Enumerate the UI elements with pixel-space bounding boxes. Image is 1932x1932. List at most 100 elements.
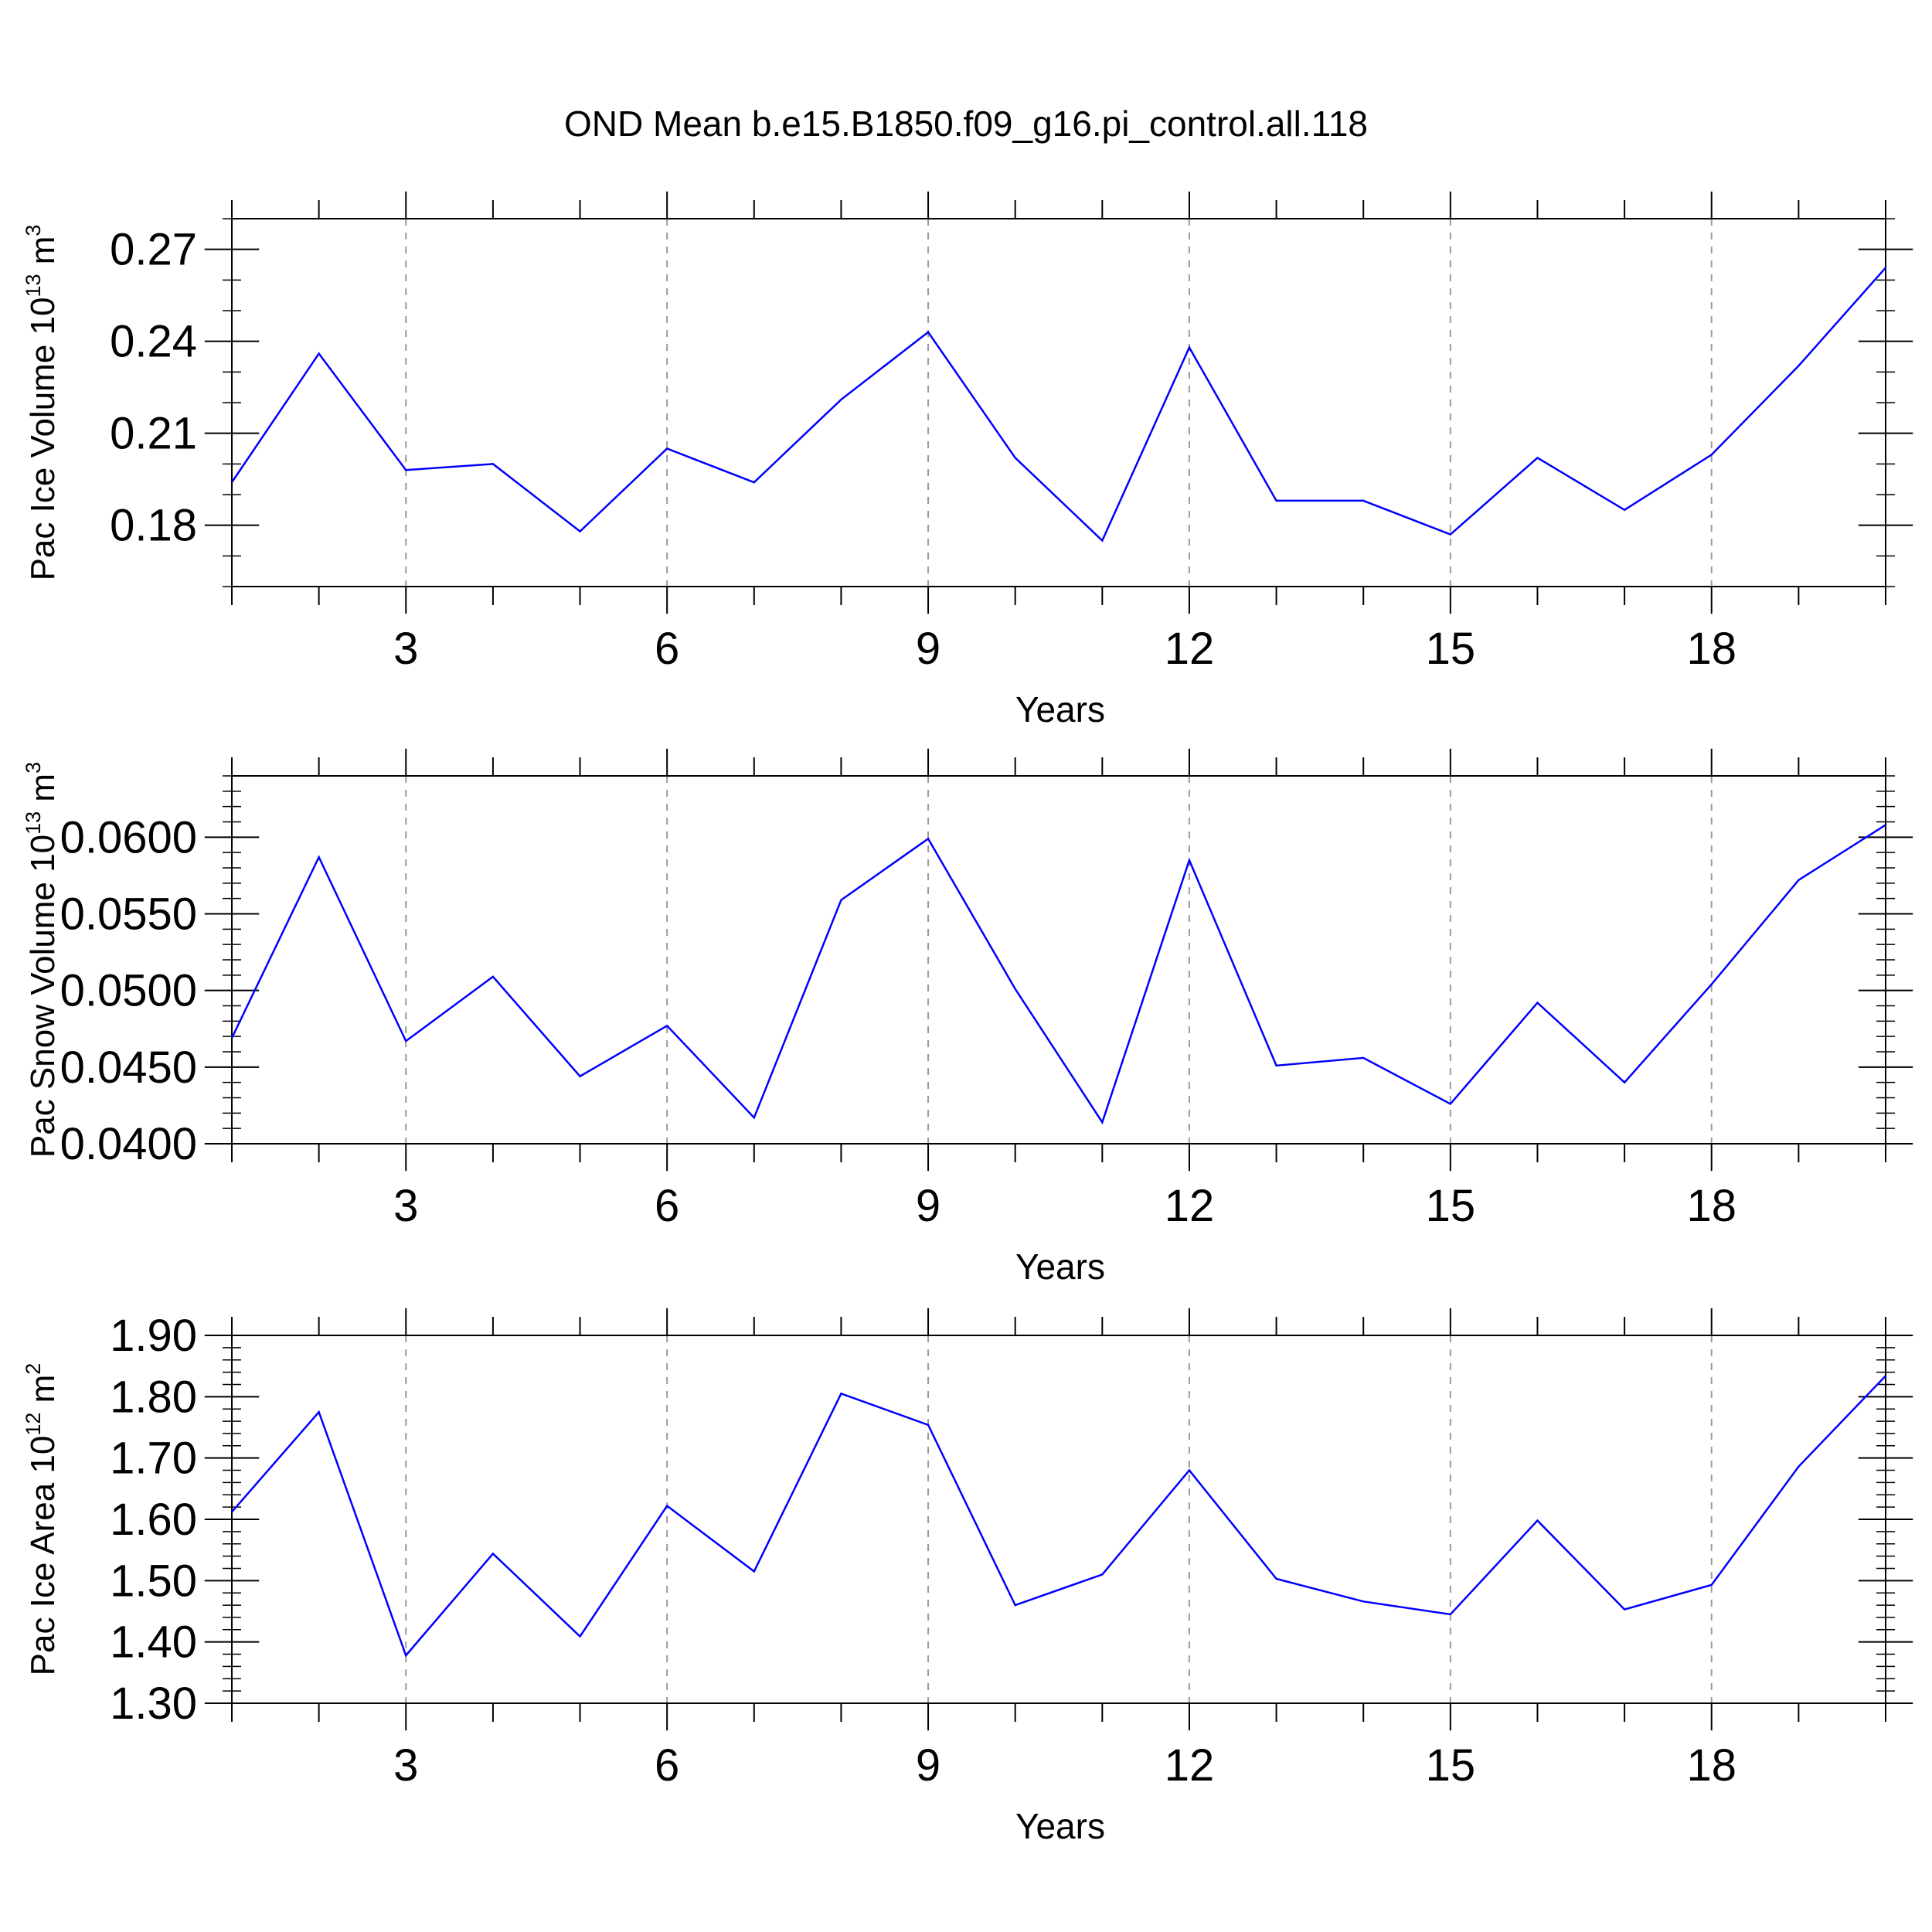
data-point (1448, 1101, 1453, 1106)
data-point (838, 1391, 843, 1396)
data-point (1274, 1063, 1279, 1068)
data-point (491, 461, 495, 466)
y-tick-label: 1.90 (110, 1311, 197, 1361)
y-tick-label: 0.0500 (60, 966, 197, 1016)
x-axis-label: Years (1015, 689, 1105, 730)
y-tick-label: 0.0450 (60, 1043, 197, 1093)
y-tick-label: 1.80 (110, 1372, 197, 1422)
data-point (578, 529, 583, 534)
x-tick-label: 9 (916, 624, 940, 674)
data-point (752, 1115, 757, 1120)
data-point (1448, 1612, 1453, 1617)
x-tick-label: 9 (916, 1181, 940, 1231)
data-point (838, 397, 843, 402)
x-tick-label: 3 (393, 624, 418, 674)
data-point (665, 1504, 669, 1509)
x-tick-label: 18 (1686, 624, 1736, 674)
data-point (926, 330, 930, 335)
x-tick-label: 18 (1686, 1740, 1736, 1791)
data-point (491, 975, 495, 979)
data-point (665, 447, 669, 451)
y-tick-label: 0.0550 (60, 889, 197, 940)
y-tick-label: 0.24 (110, 317, 197, 367)
data-point (1013, 1603, 1018, 1607)
x-axis-label: Years (1015, 1247, 1105, 1287)
data-point (1535, 1519, 1539, 1523)
data-point (403, 468, 408, 472)
data-point (403, 1653, 408, 1658)
figure-title: OND Mean b.e15.B1850.f09_g16.pi_control.… (564, 104, 1368, 144)
data-point (1883, 822, 1888, 827)
data-point (1709, 982, 1714, 987)
data-point (838, 898, 843, 903)
y-tick-label: 0.0400 (60, 1119, 197, 1169)
y-tick-label: 0.27 (110, 225, 197, 275)
chart-panel-3: 1.30 1.40 1.50 1.60 1.70 1.80 1.90 3 6 9 12 15 18 Yea… (22, 1308, 1913, 1846)
y-tick-label: 0.0600 (60, 812, 197, 862)
data-point (1187, 345, 1192, 350)
data-point (1622, 508, 1627, 512)
y-tick-label: 1.70 (110, 1434, 197, 1484)
data-point (1100, 1120, 1104, 1124)
data-point (1100, 1572, 1104, 1577)
x-tick-label: 12 (1165, 1740, 1215, 1791)
data-point (1361, 1056, 1366, 1060)
panels: 0.18 0.21 0.24 0.27 3 6 9 12 15 18 Years Pac Ice Vo… (22, 191, 1913, 1846)
data-point (1883, 1373, 1888, 1378)
data-point (1100, 539, 1104, 543)
data-point (752, 480, 757, 485)
data-point (665, 1023, 669, 1028)
x-tick-label: 3 (393, 1740, 418, 1791)
x-tick-label: 3 (393, 1181, 418, 1231)
data-point (230, 1036, 234, 1040)
chart-panel-1: 0.18 0.21 0.24 0.27 3 6 9 12 15 18 Years Pac Ice Vo… (22, 191, 1913, 730)
data-point (403, 1039, 408, 1043)
x-tick-label: 15 (1426, 624, 1476, 674)
data-point (1361, 1599, 1366, 1604)
x-tick-label: 9 (916, 1740, 940, 1791)
x-tick-label: 6 (655, 1181, 679, 1231)
data-point (1622, 1080, 1627, 1085)
series-line (230, 267, 1886, 543)
data-point (230, 1509, 234, 1514)
data-point (317, 1410, 321, 1414)
data-point (1796, 878, 1801, 883)
chart-panel-2: 0.0400 0.0450 0.0500 0.0550 0.0600 3 6 9 12 15 18 Y… (22, 748, 1913, 1287)
y-axis-label: Pac Ice Volume 1013 m3 (22, 225, 62, 581)
data-point (752, 1569, 757, 1573)
x-axis-label: Years (1015, 1806, 1105, 1846)
x-tick-label: 18 (1686, 1181, 1736, 1231)
x-tick-label: 12 (1165, 1181, 1215, 1231)
data-point (1361, 498, 1366, 503)
data-point (578, 1634, 583, 1639)
data-point (926, 836, 930, 841)
y-tick-label: 1.60 (110, 1495, 197, 1545)
data-point (491, 1551, 495, 1556)
y-tick-label: 0.21 (110, 409, 197, 459)
data-point (1448, 532, 1453, 537)
y-tick-label: 0.18 (110, 501, 197, 551)
data-point (1709, 452, 1714, 457)
data-point (1796, 1464, 1801, 1469)
data-point (1013, 987, 1018, 992)
data-point (1709, 1583, 1714, 1587)
data-point (1535, 455, 1539, 460)
x-tick-label: 15 (1426, 1181, 1476, 1231)
y-tick-label: 1.40 (110, 1617, 197, 1668)
data-point (317, 855, 321, 859)
data-point (1013, 455, 1018, 460)
data-point (578, 1074, 583, 1079)
y-axis-label: Pac Ice Area 1012 m2 (22, 1363, 62, 1676)
data-point (1535, 1001, 1539, 1005)
series-line (230, 824, 1886, 1125)
data-point (926, 1423, 930, 1427)
data-point (1187, 858, 1192, 862)
data-point (1622, 1607, 1627, 1612)
x-tick-label: 12 (1165, 624, 1215, 674)
data-point (1187, 1468, 1192, 1473)
data-point (1796, 363, 1801, 368)
data-point (230, 480, 234, 485)
x-tick-label: 15 (1426, 1740, 1476, 1791)
